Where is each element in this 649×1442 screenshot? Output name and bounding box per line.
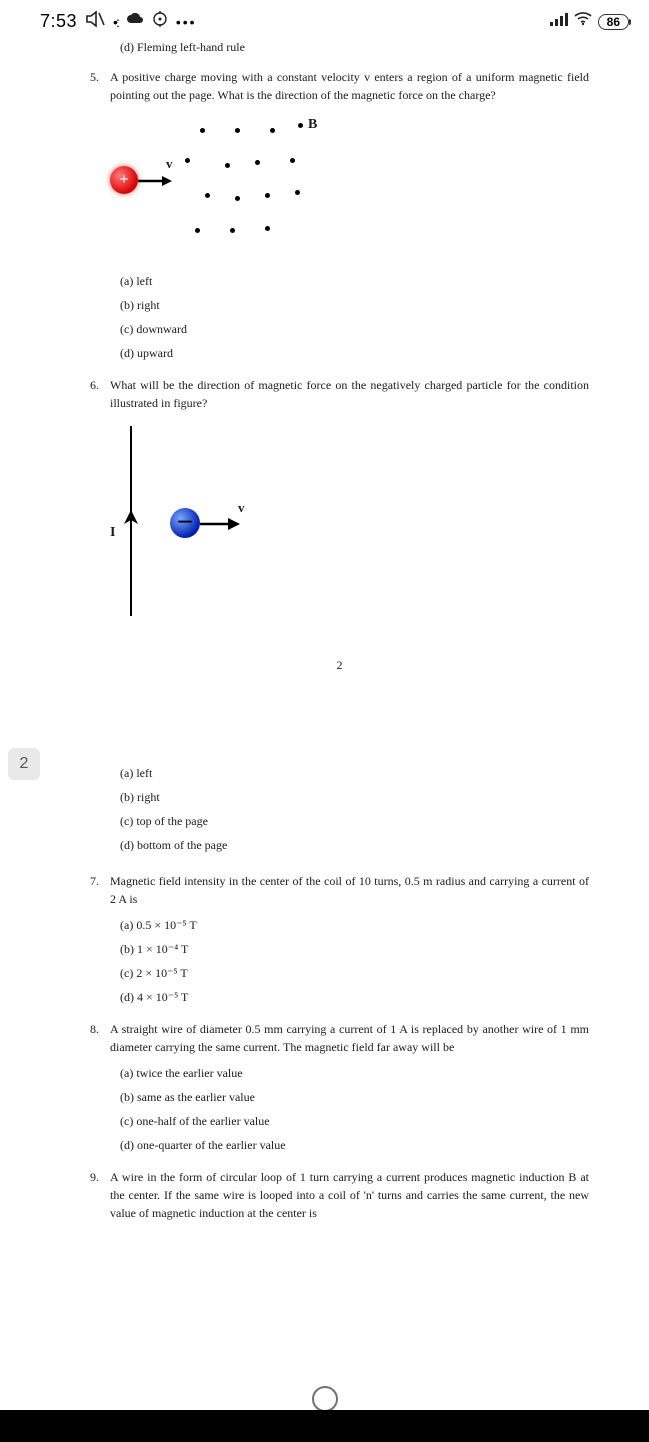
field-dot-icon bbox=[298, 123, 303, 128]
q8-opt-b: (b) same as the earlier value bbox=[120, 1088, 589, 1106]
q7-opt-d: (d) 4 × 10⁻⁵ T bbox=[120, 988, 589, 1006]
bottom-nav-bar bbox=[0, 1410, 649, 1442]
q6-opt-b: (b) right bbox=[120, 788, 589, 806]
field-dot-icon bbox=[185, 158, 190, 163]
wifi-icon bbox=[574, 12, 592, 31]
clock: 7:53 bbox=[40, 11, 77, 32]
cloud-icon bbox=[126, 12, 144, 31]
q6-opt-d: (d) bottom of the page bbox=[120, 836, 589, 854]
q5-opt-d: (d) upward bbox=[120, 344, 589, 362]
status-bar: 7:53 •: ••• 86 bbox=[0, 0, 649, 38]
field-dot-icon bbox=[265, 193, 270, 198]
q9-stem: A wire in the form of circular loop of 1… bbox=[110, 1168, 589, 1222]
q6-number: 6. bbox=[90, 376, 104, 412]
q8-opt-c: (c) one-half of the earlier value bbox=[120, 1112, 589, 1130]
field-dot-icon bbox=[200, 128, 205, 133]
field-dot-icon bbox=[195, 228, 200, 233]
q6-opt-c: (c) top of the page bbox=[120, 812, 589, 830]
page-side-badge: 2 bbox=[8, 748, 40, 780]
more-icon: ••• bbox=[176, 14, 197, 30]
v-label: v bbox=[166, 154, 173, 174]
q6-options: (a) left (b) right (c) top of the page (… bbox=[120, 764, 589, 854]
field-dot-icon bbox=[255, 160, 260, 165]
question-6: 6. What will be the direction of magneti… bbox=[90, 376, 589, 626]
q6-stem: What will be the direction of magnetic f… bbox=[110, 376, 589, 412]
document-body: (d) Fleming left-hand rule 5. A positive… bbox=[0, 38, 649, 1222]
field-dot-icon bbox=[270, 128, 275, 133]
location-icon bbox=[152, 11, 168, 32]
question-5: 5. A positive charge moving with a const… bbox=[90, 68, 589, 362]
b-label: B bbox=[308, 114, 317, 135]
q7-opt-a: (a) 0.5 × 10⁻⁵ T bbox=[120, 916, 589, 934]
mute-icon bbox=[85, 10, 105, 33]
question-9: 9. A wire in the form of circular loop o… bbox=[90, 1168, 589, 1222]
q8-opt-d: (d) one-quarter of the earlier value bbox=[120, 1136, 589, 1154]
field-dot-icon bbox=[290, 158, 295, 163]
q7-options: (a) 0.5 × 10⁻⁵ T (b) 1 × 10⁻⁴ T (c) 2 × … bbox=[120, 916, 589, 1006]
battery-indicator: 86 bbox=[598, 14, 629, 30]
field-dot-icon bbox=[235, 196, 240, 201]
q8-opt-a: (a) twice the earlier value bbox=[120, 1064, 589, 1082]
field-dot-icon bbox=[295, 190, 300, 195]
q5-opt-c: (c) downward bbox=[120, 320, 589, 338]
q6-opt-a: (a) left bbox=[120, 764, 589, 782]
prev-option-d: (d) Fleming left-hand rule bbox=[120, 38, 589, 56]
question-7: 7. Magnetic field intensity in the cente… bbox=[90, 872, 589, 1006]
q5-opt-b: (b) right bbox=[120, 296, 589, 314]
field-dot-icon bbox=[230, 228, 235, 233]
dots-icon: •: bbox=[113, 14, 118, 30]
figure-6: I – v bbox=[110, 426, 310, 626]
q8-options: (a) twice the earlier value (b) same as … bbox=[120, 1064, 589, 1154]
question-8: 8. A straight wire of diameter 0.5 mm ca… bbox=[90, 1020, 589, 1154]
status-right: 86 bbox=[550, 12, 629, 31]
positive-charge-icon: + bbox=[110, 166, 138, 194]
field-dot-icon bbox=[205, 193, 210, 198]
q7-stem: Magnetic field intensity in the center o… bbox=[110, 872, 589, 908]
q7-number: 7. bbox=[90, 872, 104, 908]
q5-stem: A positive charge moving with a constant… bbox=[110, 68, 589, 104]
current-arrow-icon bbox=[124, 510, 138, 528]
figure-5: + v B bbox=[110, 118, 330, 258]
q7-opt-c: (c) 2 × 10⁻⁵ T bbox=[120, 964, 589, 982]
q7-opt-b: (b) 1 × 10⁻⁴ T bbox=[120, 940, 589, 958]
page-number-doc: 2 bbox=[90, 656, 589, 674]
v-label: v bbox=[238, 498, 245, 518]
q8-stem: A straight wire of diameter 0.5 mm carry… bbox=[110, 1020, 589, 1056]
field-dot-icon bbox=[225, 163, 230, 168]
q8-number: 8. bbox=[90, 1020, 104, 1056]
q5-options: (a) left (b) right (c) downward (d) upwa… bbox=[120, 272, 589, 362]
q9-number: 9. bbox=[90, 1168, 104, 1222]
field-dot-icon bbox=[265, 226, 270, 231]
status-left: 7:53 •: ••• bbox=[40, 10, 197, 33]
negative-charge-icon: – bbox=[170, 508, 200, 538]
i-label: I bbox=[110, 522, 115, 543]
q5-opt-a: (a) left bbox=[120, 272, 589, 290]
field-dot-icon bbox=[235, 128, 240, 133]
velocity-arrow-icon bbox=[200, 518, 240, 530]
signal-icon bbox=[550, 12, 568, 31]
q5-number: 5. bbox=[90, 68, 104, 104]
velocity-arrow-icon bbox=[138, 176, 172, 186]
home-indicator-icon[interactable] bbox=[312, 1386, 338, 1412]
